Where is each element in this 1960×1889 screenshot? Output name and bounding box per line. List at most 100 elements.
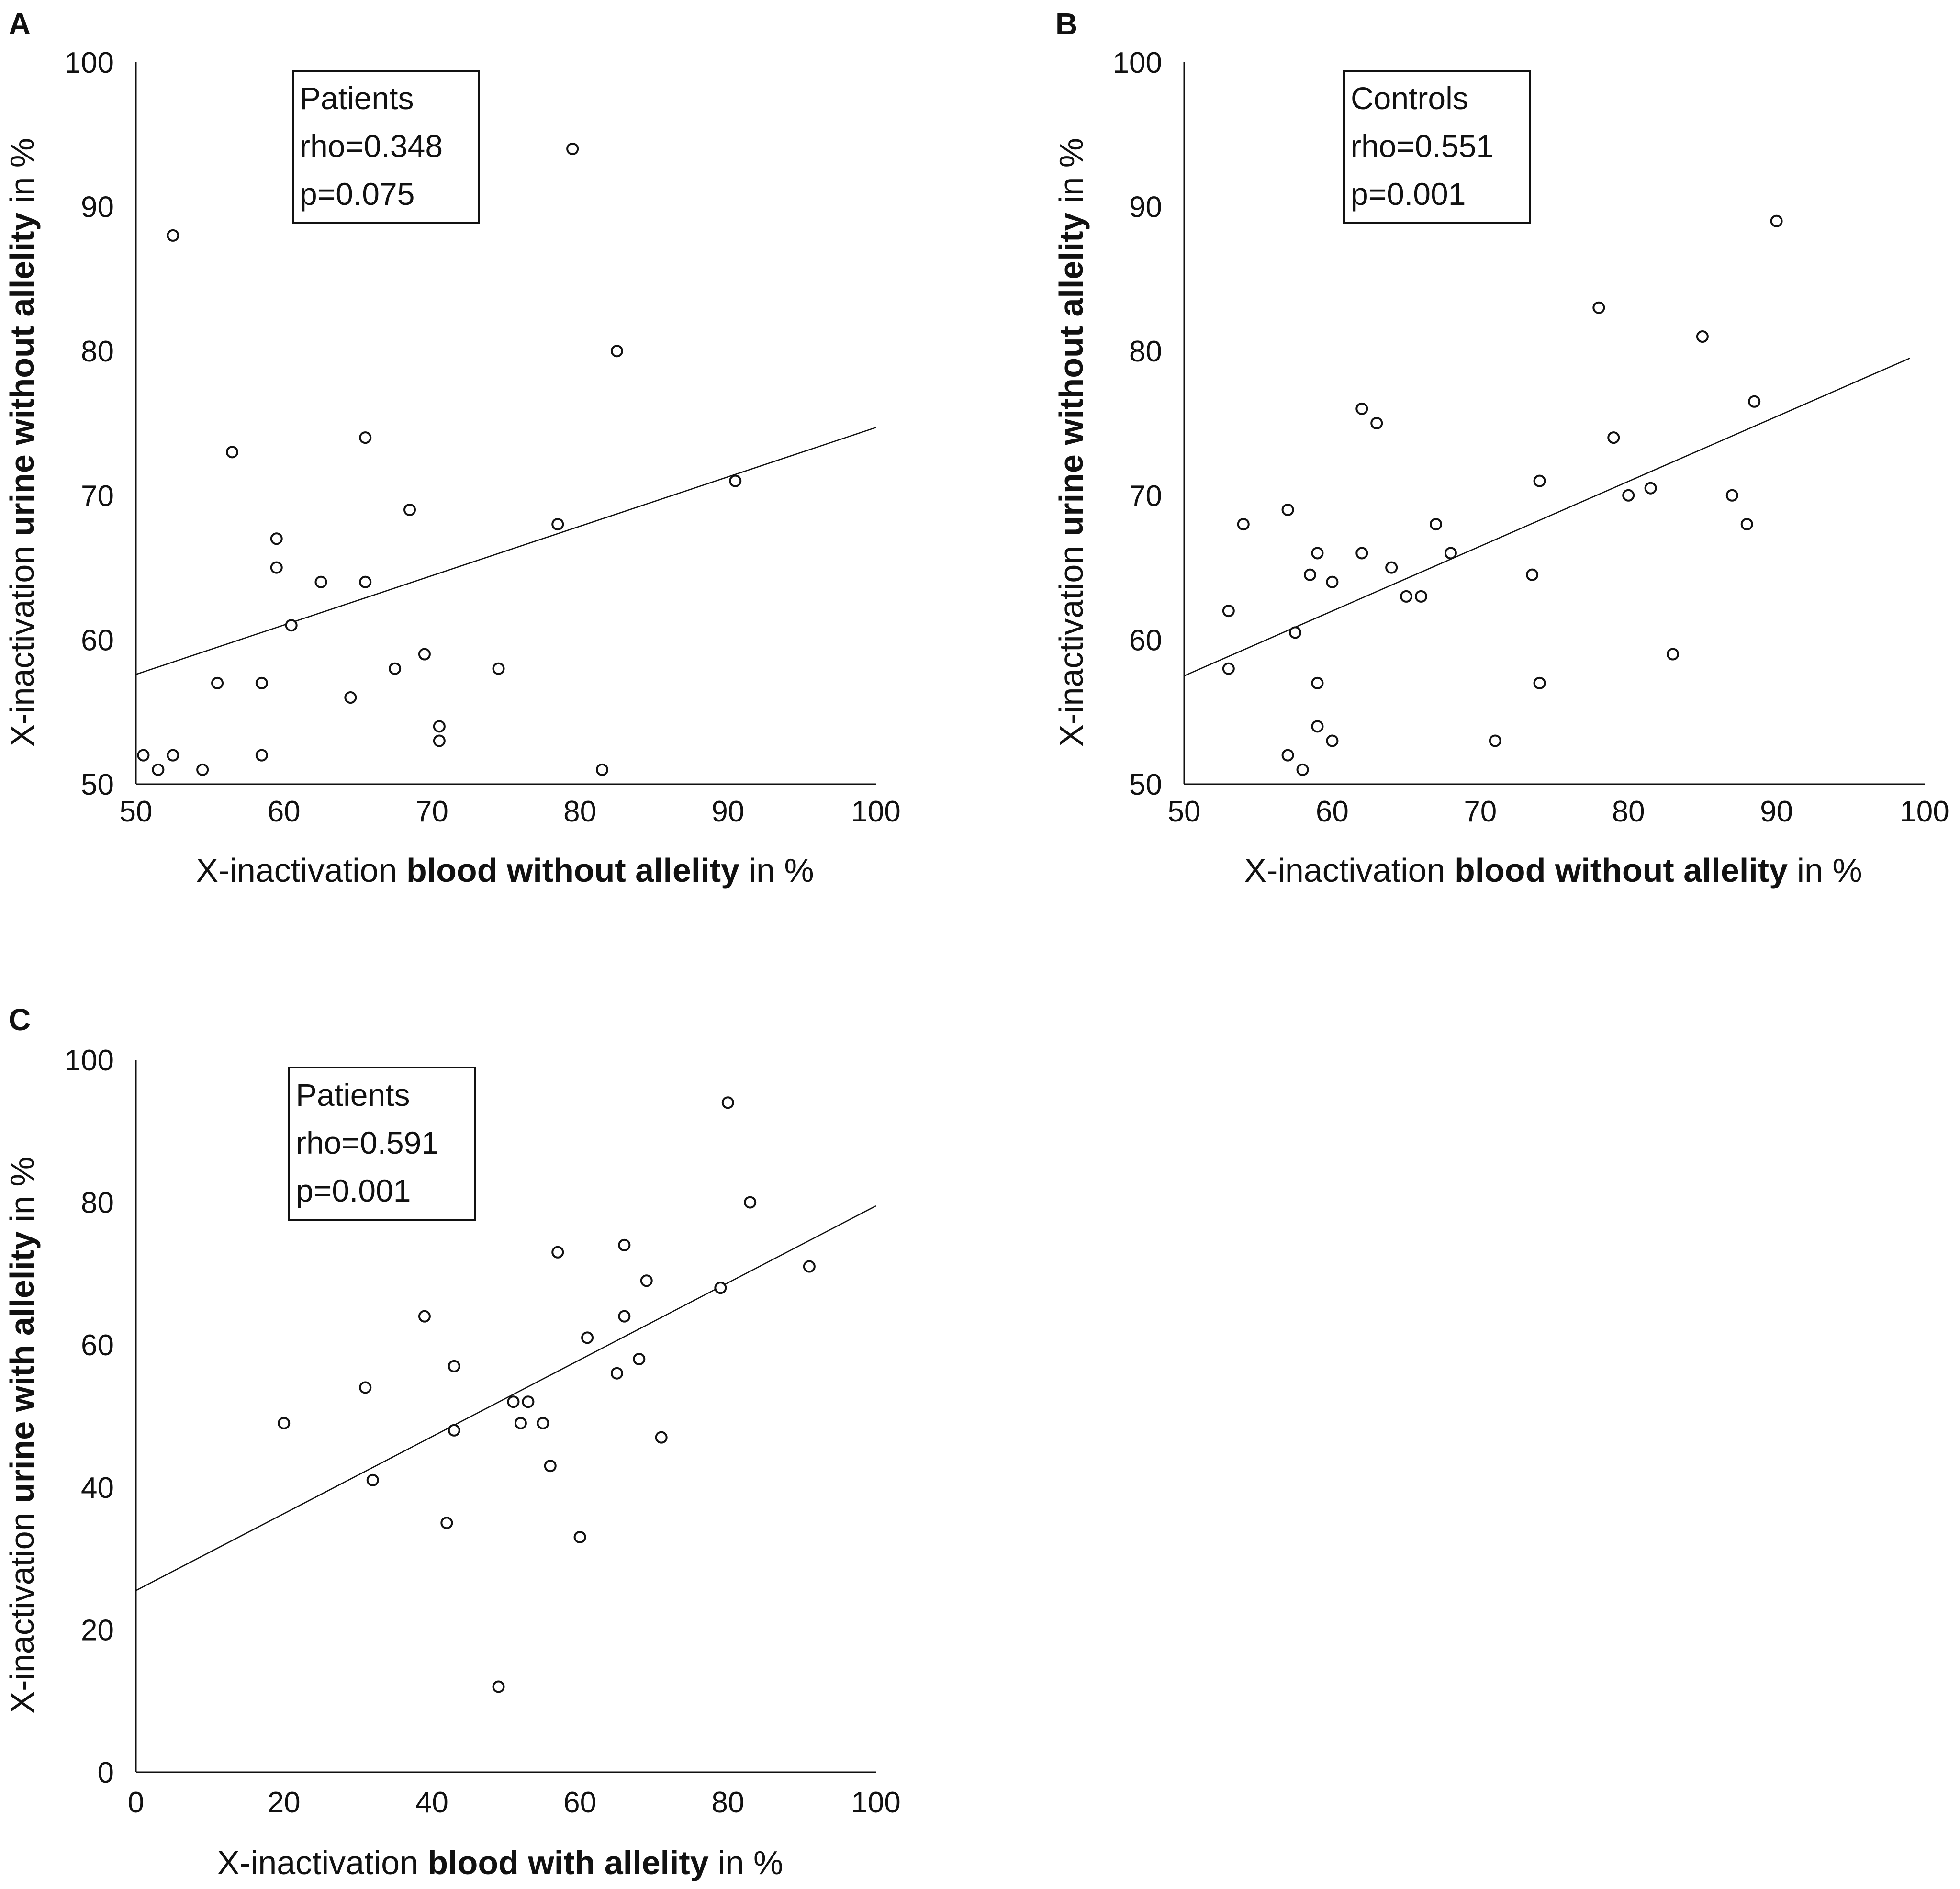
data-point — [137, 749, 150, 762]
stats-box — [288, 1067, 476, 1221]
data-point — [255, 676, 268, 689]
data-point — [1400, 590, 1413, 603]
data-point — [448, 1360, 460, 1372]
data-point — [225, 446, 238, 459]
data-point — [1770, 214, 1783, 227]
y-axis-title-pre: X-inactivation — [3, 536, 41, 747]
data-point — [1696, 330, 1709, 343]
regression-line — [135, 1205, 876, 1591]
data-point — [1237, 518, 1250, 531]
stats-p: p=0.001 — [296, 1173, 411, 1208]
data-point — [167, 749, 179, 762]
data-point — [492, 1680, 505, 1693]
x-axis-title-bold: blood without allelity — [406, 852, 739, 889]
stats-box — [1343, 70, 1531, 224]
data-point — [285, 619, 298, 632]
data-point — [1415, 590, 1428, 603]
stats-p: p=0.001 — [1351, 176, 1466, 212]
x-axis-title: X-inactivation blood with allelity in % — [217, 1844, 784, 1881]
data-point — [618, 1310, 631, 1323]
stats-box — [292, 70, 480, 224]
data-point — [573, 1530, 586, 1543]
y-tick-label: 0 — [98, 1756, 114, 1789]
data-point — [595, 763, 608, 776]
data-point — [640, 1274, 653, 1287]
y-axis-title-pre: X-inactivation — [1053, 536, 1090, 747]
x-tick-label: 80 — [1612, 795, 1645, 828]
data-point — [566, 142, 579, 155]
data-point — [1667, 648, 1680, 661]
y-tick-label: 60 — [81, 1329, 114, 1362]
data-point — [1622, 489, 1635, 502]
data-point — [270, 532, 283, 545]
data-point — [418, 648, 431, 661]
data-point — [1303, 568, 1316, 581]
x-tick-label: 60 — [563, 1786, 596, 1819]
y-axis-title-post: in % — [3, 138, 41, 213]
data-point — [448, 1424, 460, 1437]
data-point — [544, 1460, 557, 1473]
x-axis-title-post: in % — [739, 852, 814, 889]
data-point — [196, 763, 209, 776]
y-tick-label: 90 — [1129, 191, 1162, 224]
data-point — [492, 662, 505, 675]
data-point — [1311, 720, 1324, 733]
x-tick-label: 90 — [1760, 795, 1793, 828]
stats-group: Patients — [300, 80, 414, 116]
x-tick-label: 20 — [268, 1786, 301, 1819]
y-tick-label: 60 — [1129, 624, 1162, 657]
data-point — [1740, 518, 1753, 531]
panel-c: C 0 20 40 60 80 100 0 20 40 60 80 100 X-inactivation … — [3, 1002, 901, 1881]
y-tick-label: 50 — [1129, 768, 1162, 801]
y-axis-title-post: in % — [3, 1157, 41, 1231]
data-point — [537, 1417, 549, 1429]
x-tick-label: 50 — [120, 795, 153, 828]
data-point — [1222, 605, 1235, 618]
data-point — [359, 575, 372, 588]
data-point — [655, 1431, 668, 1444]
x-axis-title: X-inactivation blood without allelity in… — [196, 852, 814, 889]
y-axis-title: X-inactivation urine without allelity in… — [3, 138, 41, 747]
x-tick-label: 100 — [851, 1786, 900, 1819]
data-point — [1355, 547, 1368, 560]
data-point — [433, 734, 446, 747]
data-point — [551, 1246, 564, 1259]
y-tick-label: 70 — [1129, 480, 1162, 513]
x-tick-label: 70 — [1464, 795, 1497, 828]
data-point — [1607, 431, 1620, 444]
data-point — [744, 1196, 757, 1209]
data-point — [551, 518, 564, 531]
data-point — [152, 763, 165, 776]
data-point — [1296, 763, 1309, 776]
x-tick-label: 70 — [415, 795, 448, 828]
x-axis-title-pre: X-inactivation — [1244, 852, 1455, 889]
data-point — [507, 1395, 520, 1408]
data-point — [167, 229, 179, 242]
data-point — [1326, 734, 1339, 747]
stats-p: p=0.075 — [300, 176, 414, 212]
data-point — [610, 345, 623, 358]
y-tick-label: 80 — [81, 335, 114, 368]
data-point — [618, 1238, 631, 1251]
stats-group: Controls — [1351, 80, 1468, 116]
x-tick-label: 0 — [128, 1786, 144, 1819]
y-axis-title: X-inactivation urine with allelity in % — [3, 1157, 41, 1713]
data-point — [255, 749, 268, 762]
y-tick-label: 60 — [81, 624, 114, 657]
data-point — [1533, 676, 1546, 689]
data-point — [1222, 662, 1235, 675]
data-point — [1533, 474, 1546, 487]
y-axis-title-post: in % — [1053, 138, 1090, 213]
data-point — [514, 1417, 527, 1429]
x-tick-label: 100 — [851, 795, 900, 828]
panel-letter: C — [9, 1002, 31, 1037]
x-axis-title-post: in % — [1788, 852, 1862, 889]
data-point — [1592, 301, 1605, 314]
data-point — [1326, 575, 1339, 588]
x-axis-title: X-inactivation blood without allelity in… — [1244, 852, 1862, 889]
x-axis-title-bold: blood with allelity — [427, 1844, 708, 1881]
data-point — [211, 676, 224, 689]
y-tick-label: 80 — [81, 1187, 114, 1220]
